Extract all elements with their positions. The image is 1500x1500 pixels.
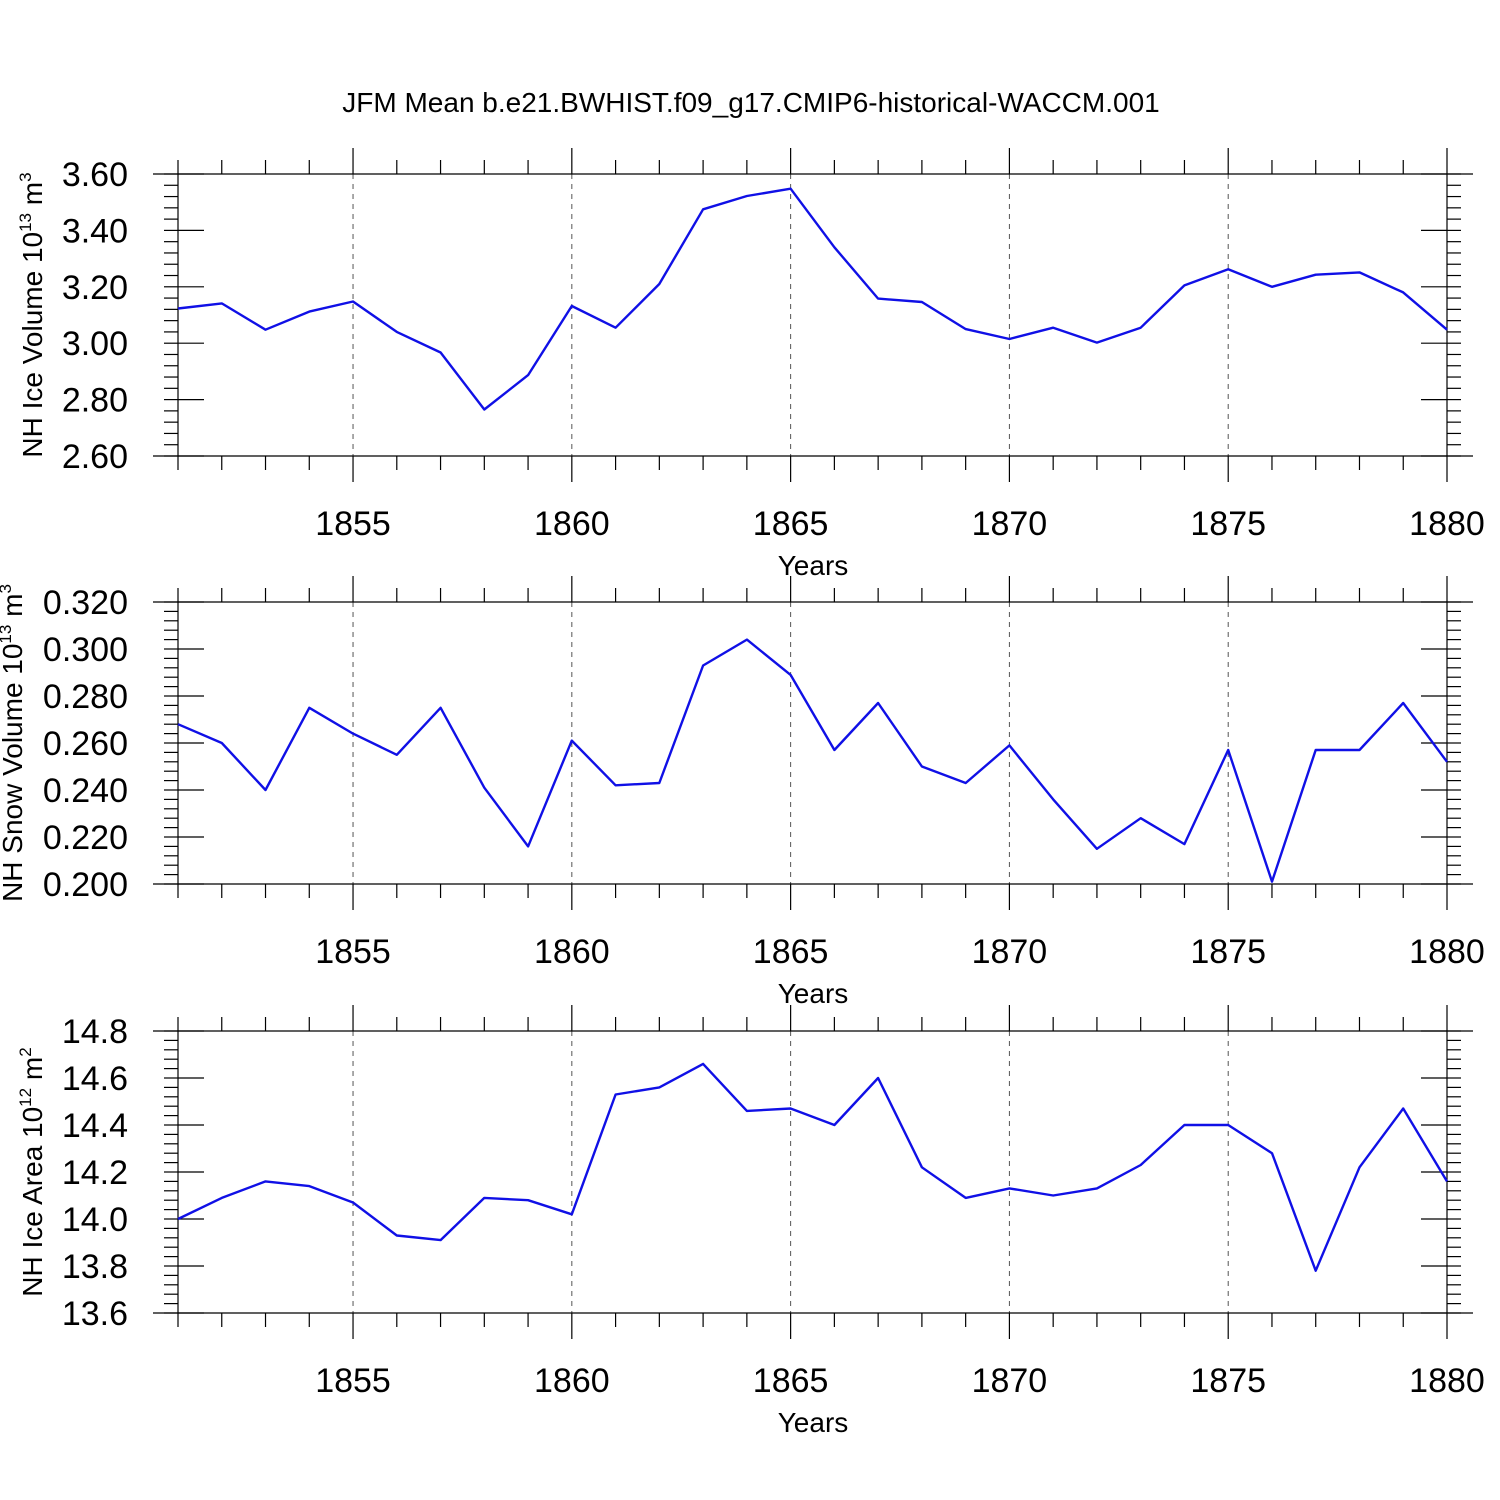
y-tick-label: 0.320: [43, 584, 128, 622]
x-tick-label: 1855: [315, 1362, 391, 1400]
y-axis-label: NH Ice Area 1012 m2: [16, 1047, 48, 1296]
y-tick-label: 3.60: [62, 156, 128, 194]
x-tick-label: 1860: [534, 933, 610, 971]
x-tick-label: 1860: [534, 1362, 610, 1400]
y-tick-label: 3.20: [62, 269, 128, 307]
x-axis-label: Years: [778, 978, 849, 1009]
x-tick-label: 1880: [1409, 933, 1485, 971]
y-tick-label: 14.4: [62, 1107, 128, 1145]
y-tick-label: 14.8: [62, 1013, 128, 1051]
chart-panel: 2.60 2.80 3.00 3.20 3.40 3.60 1855 1860 1865 1870…: [16, 148, 1485, 581]
x-tick-label: 1880: [1409, 1362, 1485, 1400]
series-line: [177, 1062, 1449, 1272]
series-line: [177, 638, 1448, 883]
chart-panel: 13.6 13.8 14.0 14.2 14.4 14.6 14.8 1855 1860 1865…: [16, 1005, 1485, 1438]
x-tick-label: 1865: [753, 1362, 829, 1400]
panels: 2.60 2.80 3.00 3.20 3.40 3.60 1855 1860 1865 1870…: [0, 148, 1485, 1438]
x-tick-label: 1875: [1190, 1362, 1266, 1400]
x-tick-label: 1860: [534, 505, 610, 543]
chart-panel: 0.200 0.220 0.240 0.260 0.280 0.300 0.320 1855 1…: [0, 576, 1485, 1009]
y-axis-label: NH Snow Volume 1013 m3: [0, 584, 28, 902]
y-tick-label: 0.220: [43, 819, 128, 857]
x-tick-label: 1870: [972, 933, 1048, 971]
x-tick-label: 1865: [753, 505, 829, 543]
y-tick-label: 13.6: [62, 1295, 128, 1333]
y-tick-label: 14.6: [62, 1060, 128, 1098]
y-tick-label: 0.300: [43, 631, 128, 669]
x-tick-label: 1855: [315, 505, 391, 543]
figure-title: JFM Mean b.e21.BWHIST.f09_g17.CMIP6-hist…: [342, 87, 1159, 118]
y-tick-label: 14.0: [62, 1201, 128, 1239]
y-tick-label: 3.40: [62, 212, 128, 250]
y-tick-label: 0.240: [43, 772, 128, 810]
series-line: [177, 187, 1448, 411]
x-tick-label: 1865: [753, 933, 829, 971]
y-tick-label: 13.8: [62, 1248, 128, 1286]
y-axis-label: NH Ice Volume 1013 m3: [16, 172, 48, 457]
x-tick-label: 1870: [972, 1362, 1048, 1400]
x-tick-label: 1855: [315, 933, 391, 971]
y-tick-label: 2.80: [62, 382, 128, 420]
y-tick-label: 0.200: [43, 866, 128, 904]
x-axis-label: Years: [778, 1407, 849, 1438]
y-tick-label: 0.260: [43, 725, 128, 763]
y-tick-label: 14.2: [62, 1154, 128, 1192]
x-tick-label: 1870: [972, 505, 1048, 543]
y-tick-label: 2.60: [62, 438, 128, 476]
y-tick-label: 3.00: [62, 325, 128, 363]
x-tick-label: 1880: [1409, 505, 1485, 543]
x-axis-label: Years: [778, 550, 849, 581]
x-tick-label: 1875: [1190, 505, 1266, 543]
y-tick-label: 0.280: [43, 678, 128, 716]
x-tick-label: 1875: [1190, 933, 1266, 971]
